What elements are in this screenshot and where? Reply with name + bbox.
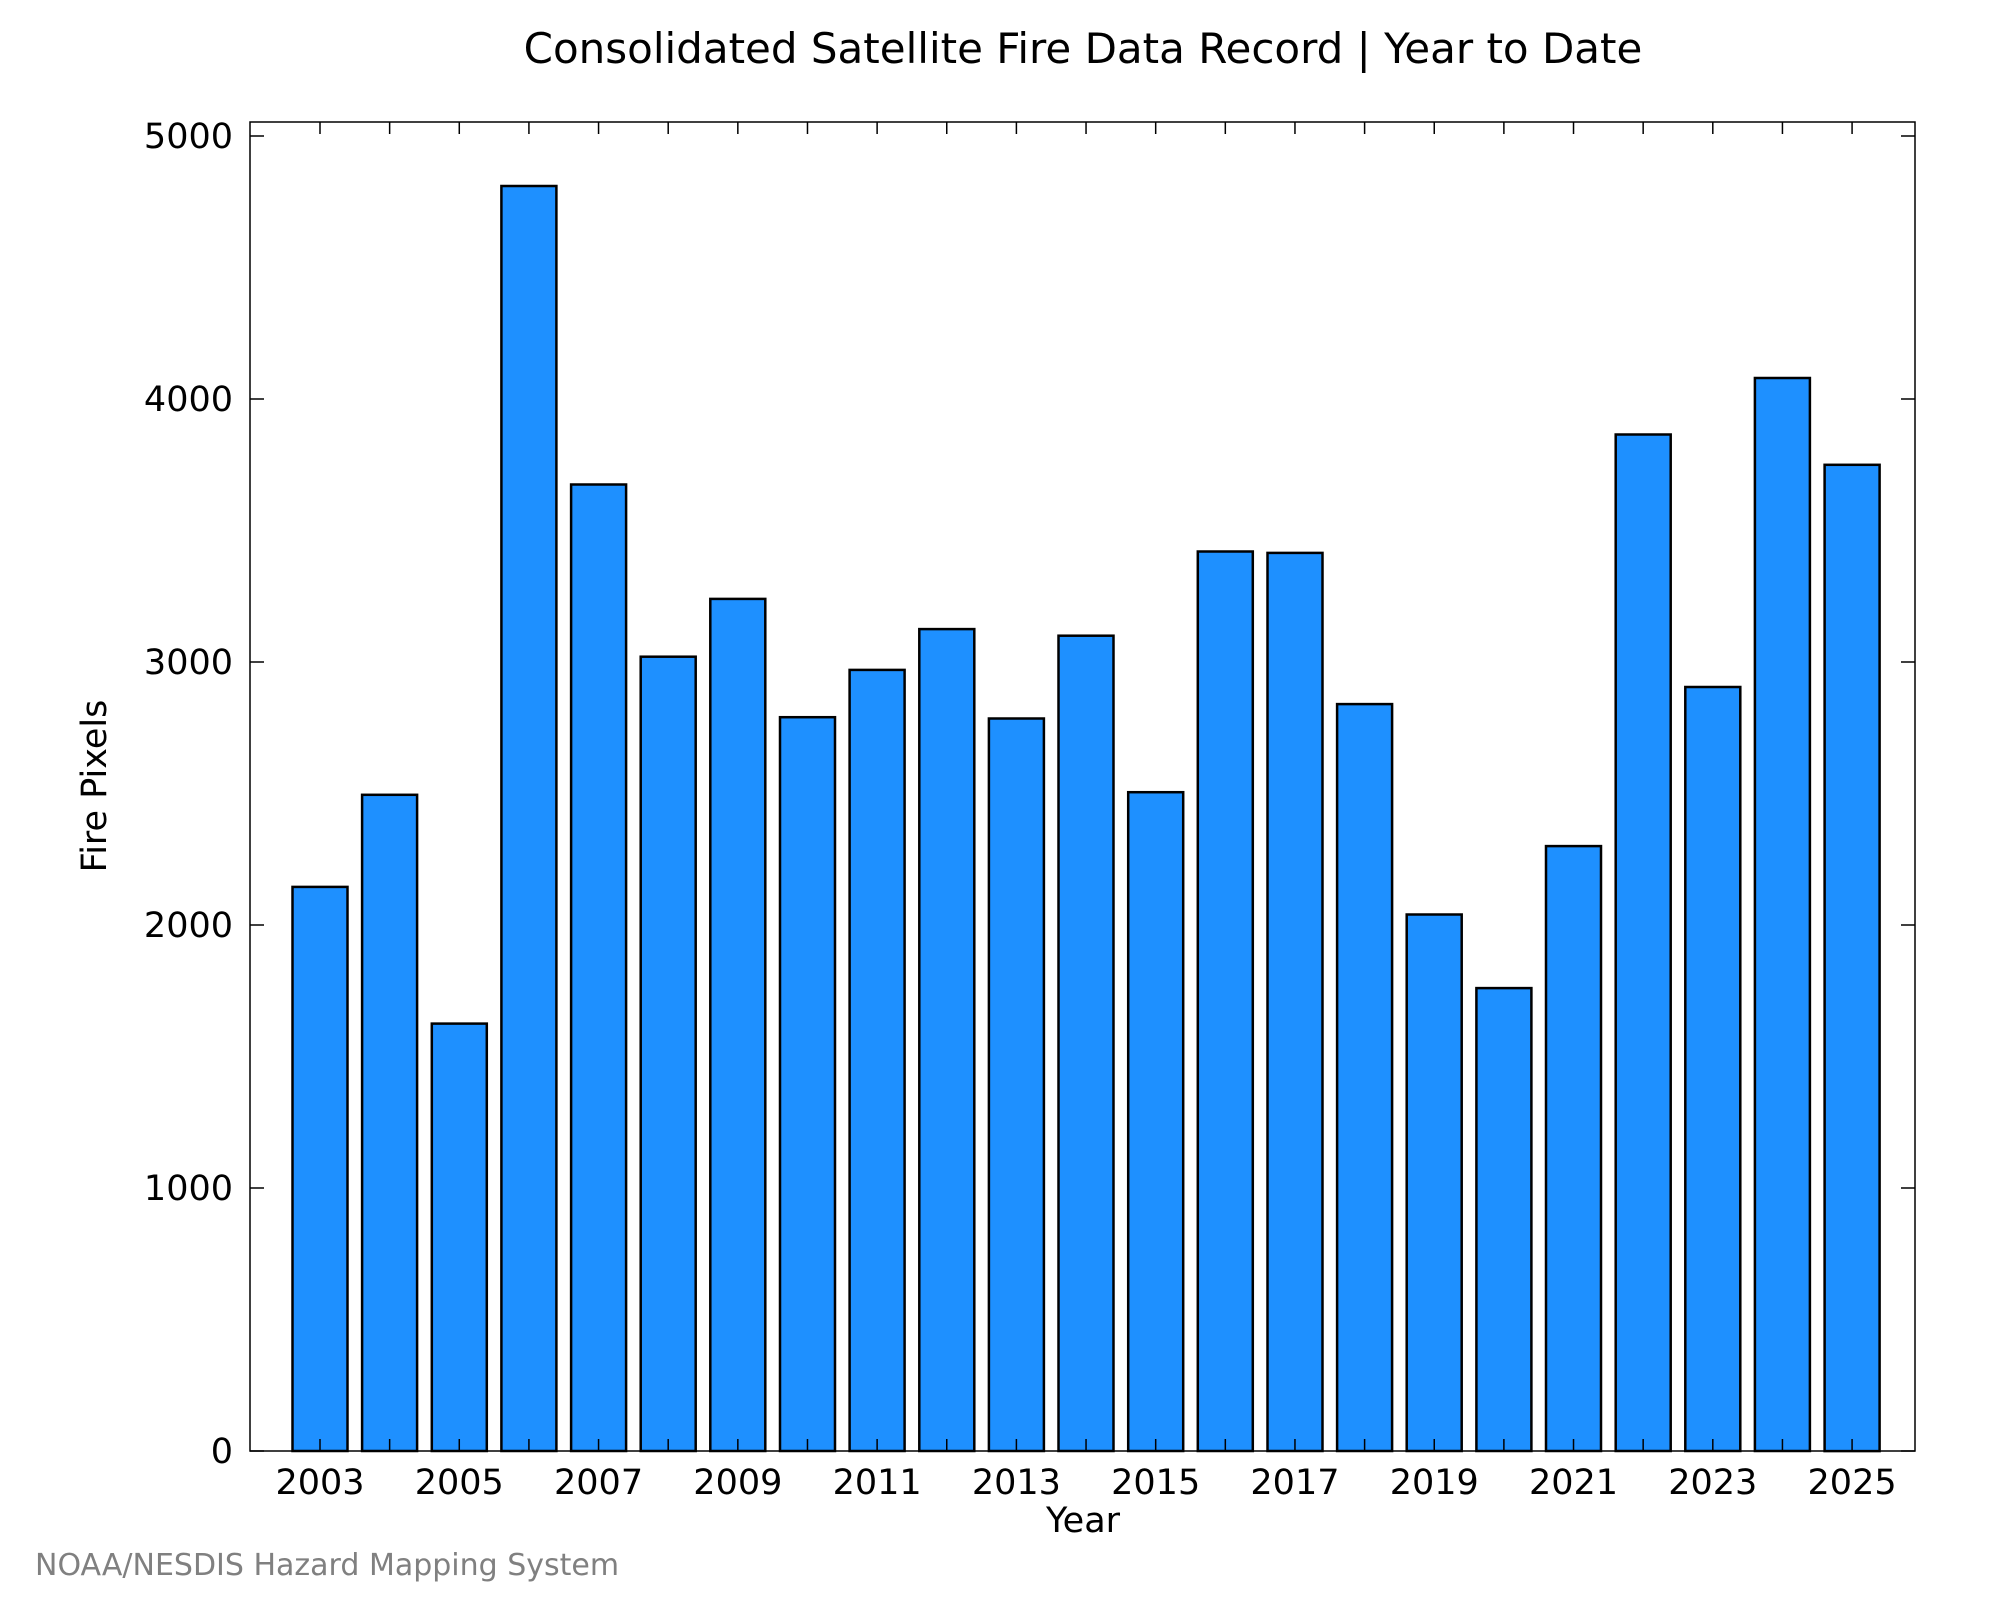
y-tick-label-5000: 5000	[144, 117, 233, 157]
bar-2006	[500, 184, 558, 1453]
bar-2015	[1126, 790, 1185, 1453]
bar-2020	[1475, 986, 1533, 1453]
bar-2008	[639, 655, 697, 1453]
bar-2007	[569, 483, 628, 1453]
chart-title: Consolidated Satellite Fire Data Record …	[524, 24, 1643, 73]
x-tick-label-2003: 2003	[275, 1463, 364, 1503]
bar-2013	[987, 717, 1046, 1453]
x-tick-label-2021: 2021	[1529, 1463, 1618, 1503]
bar-2009	[709, 597, 767, 1453]
y-tick-labels: 0 1000 2000 3000 4000 5000	[144, 117, 233, 1472]
bar-2003	[291, 885, 349, 1453]
bar-2023	[1684, 685, 1742, 1453]
y-axis-label: Fire Pixels	[75, 700, 115, 873]
x-tick-label-2017: 2017	[1250, 1463, 1339, 1503]
x-tick-label-2009: 2009	[693, 1463, 782, 1503]
x-axis-label: Year	[1045, 1501, 1121, 1541]
y-tick-label-3000: 3000	[144, 643, 233, 683]
y-tick-label-1000: 1000	[144, 1169, 233, 1209]
y-tick-label-0: 0	[211, 1432, 233, 1472]
bar-2021	[1544, 844, 1603, 1453]
x-tick-label-2007: 2007	[554, 1463, 643, 1503]
x-tick-label-2015: 2015	[1111, 1463, 1200, 1503]
x-tick-label-2023: 2023	[1668, 1463, 1757, 1503]
y-tick-label-2000: 2000	[144, 906, 233, 946]
bar-2024	[1753, 376, 1812, 1453]
bar-2022	[1614, 433, 1672, 1453]
bar-2011	[848, 668, 906, 1453]
credit-text: NOAA/NESDIS Hazard Mapping System	[35, 1548, 619, 1583]
x-tick-label-2013: 2013	[972, 1463, 1061, 1503]
bar-2019	[1405, 913, 1463, 1453]
x-tick-label-2005: 2005	[415, 1463, 504, 1503]
bar-2018	[1335, 702, 1394, 1453]
bar-2016	[1196, 550, 1255, 1453]
bar-2010	[778, 715, 837, 1453]
bar-2025	[1823, 463, 1881, 1453]
bar-2012	[918, 627, 976, 1453]
x-tick-label-2011: 2011	[833, 1463, 922, 1503]
bar-2017	[1266, 551, 1324, 1453]
x-tick-labels: 2003 2005 2007 2009 2011 2013 2015 2017 2019 2021…	[275, 1463, 1896, 1503]
bars-group	[291, 184, 1881, 1453]
bar-2004	[360, 793, 419, 1453]
bar-2005	[430, 1022, 489, 1453]
plot-frame	[249, 121, 1916, 1452]
bar-2014	[1057, 634, 1115, 1453]
y-tick-label-4000: 4000	[144, 380, 233, 420]
x-tick-label-2025: 2025	[1808, 1463, 1897, 1503]
x-tick-label-2019: 2019	[1390, 1463, 1479, 1503]
